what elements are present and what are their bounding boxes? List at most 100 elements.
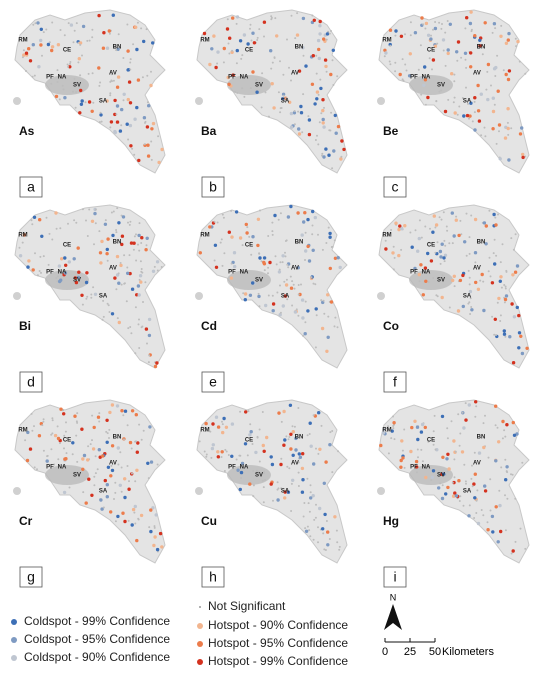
spot <box>114 491 117 494</box>
spot <box>503 301 506 304</box>
spot <box>517 346 521 350</box>
spot <box>326 530 330 534</box>
spot <box>94 208 97 211</box>
spot <box>409 34 412 37</box>
spot <box>249 430 253 434</box>
spot <box>216 50 220 54</box>
spot <box>269 482 273 486</box>
spot <box>440 496 445 501</box>
spot <box>504 529 507 532</box>
place-label: SV <box>73 473 81 479</box>
place-label: BN <box>113 45 122 51</box>
spot <box>256 36 259 39</box>
spot <box>76 421 79 424</box>
spot <box>439 255 443 259</box>
spot <box>129 61 132 64</box>
spot <box>444 31 447 34</box>
spot <box>442 472 446 476</box>
spot <box>63 34 66 37</box>
spot <box>213 259 216 262</box>
spot <box>221 430 225 435</box>
spot <box>503 136 508 140</box>
spot <box>510 552 513 555</box>
spot <box>318 121 321 124</box>
spot <box>496 426 499 429</box>
spot <box>489 509 492 512</box>
spot <box>336 256 340 260</box>
spot <box>446 427 449 430</box>
place-label: NA <box>422 75 431 81</box>
letter-box <box>19 566 43 588</box>
spot <box>38 270 41 272</box>
spot <box>314 139 317 141</box>
spot <box>145 28 148 31</box>
spot <box>109 80 112 83</box>
spot <box>454 218 458 222</box>
spot <box>462 426 466 430</box>
spot <box>147 104 151 108</box>
spot <box>297 452 301 456</box>
spot <box>269 455 273 459</box>
spot <box>392 421 396 425</box>
spot <box>328 266 332 271</box>
spot <box>128 480 130 483</box>
spot <box>59 442 61 445</box>
spot <box>42 449 45 452</box>
spot <box>132 43 135 46</box>
spot <box>437 486 441 490</box>
spot <box>227 42 230 45</box>
spot <box>317 452 320 455</box>
spot <box>293 310 298 314</box>
spot <box>92 425 96 430</box>
spot <box>490 514 495 519</box>
spot <box>22 49 25 52</box>
spot <box>507 133 510 136</box>
spot <box>461 97 464 99</box>
place-label: BN <box>113 435 122 441</box>
spot <box>311 54 315 58</box>
spot <box>257 470 260 473</box>
spot <box>117 463 120 466</box>
spot <box>216 62 219 65</box>
island <box>13 487 21 495</box>
spot <box>470 30 473 33</box>
spot <box>331 430 334 432</box>
place-label: SV <box>437 83 445 89</box>
spot <box>459 219 462 222</box>
spot <box>129 241 134 245</box>
spot <box>441 274 444 277</box>
spot <box>40 234 44 238</box>
spot <box>209 430 212 433</box>
spot <box>468 21 473 26</box>
spot <box>468 236 471 239</box>
spot <box>431 58 436 62</box>
spot <box>280 457 283 460</box>
spot <box>105 99 109 103</box>
spot <box>88 208 91 211</box>
spot <box>252 484 255 487</box>
place-label: RM <box>200 233 209 239</box>
spot <box>450 211 454 215</box>
spot <box>456 309 461 313</box>
spot <box>487 270 490 273</box>
spot <box>463 240 467 244</box>
spot <box>99 261 103 265</box>
spot <box>300 283 302 286</box>
spot <box>394 34 397 37</box>
spot <box>446 20 449 22</box>
spot <box>441 455 445 459</box>
spot <box>74 106 77 109</box>
spot <box>308 433 311 435</box>
spot <box>275 34 279 38</box>
spot <box>133 117 137 121</box>
spot <box>511 273 515 277</box>
spot <box>81 208 84 211</box>
spot <box>222 216 225 219</box>
spot <box>423 425 427 430</box>
spot <box>75 91 78 93</box>
spot <box>106 259 109 262</box>
spot <box>285 239 288 242</box>
spot <box>453 476 456 479</box>
place-label: CE <box>427 243 435 249</box>
spot <box>502 329 506 333</box>
